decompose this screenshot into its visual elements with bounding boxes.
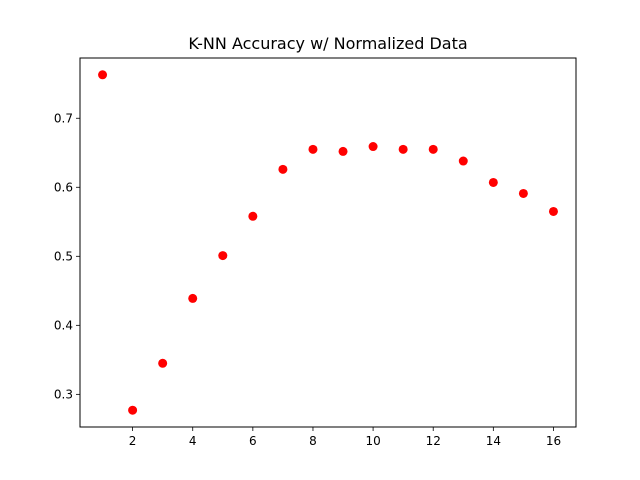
x-tick-label: 6 <box>249 434 257 448</box>
x-tick-label: 16 <box>546 434 561 448</box>
x-tick-label: 10 <box>365 434 380 448</box>
y-tick-label: 0.3 <box>54 387 73 401</box>
data-point <box>548 206 558 216</box>
x-tick-label: 2 <box>129 434 137 448</box>
data-point <box>458 156 468 166</box>
data-point <box>338 146 348 156</box>
data-point <box>158 358 168 368</box>
x-tick-label: 14 <box>486 434 501 448</box>
data-points <box>98 70 558 415</box>
data-point <box>368 142 378 152</box>
data-point <box>488 177 498 187</box>
data-point <box>398 144 408 154</box>
axis-ticks: 2 4 6 8 10 12 14 16 0.3 0.4 0.5 0.6 0.7 <box>54 111 561 448</box>
y-tick-label: 0.6 <box>54 180 73 194</box>
y-tick-label: 0.4 <box>54 318 73 332</box>
x-tick-label: 8 <box>309 434 317 448</box>
chart-title: K-NN Accuracy w/ Normalized Data <box>188 34 467 53</box>
y-tick-label: 0.5 <box>54 249 73 263</box>
x-tick-label: 4 <box>189 434 197 448</box>
data-point <box>428 144 438 154</box>
y-tick-label: 0.7 <box>54 111 73 125</box>
data-point <box>98 70 108 80</box>
data-point <box>308 144 318 154</box>
data-point <box>128 405 138 415</box>
data-point <box>248 211 258 221</box>
data-point <box>218 251 228 261</box>
data-point <box>518 188 528 198</box>
x-tick-label: 12 <box>426 434 441 448</box>
plot-area-frame <box>79 57 577 428</box>
data-point <box>188 293 198 303</box>
data-point <box>278 164 288 174</box>
